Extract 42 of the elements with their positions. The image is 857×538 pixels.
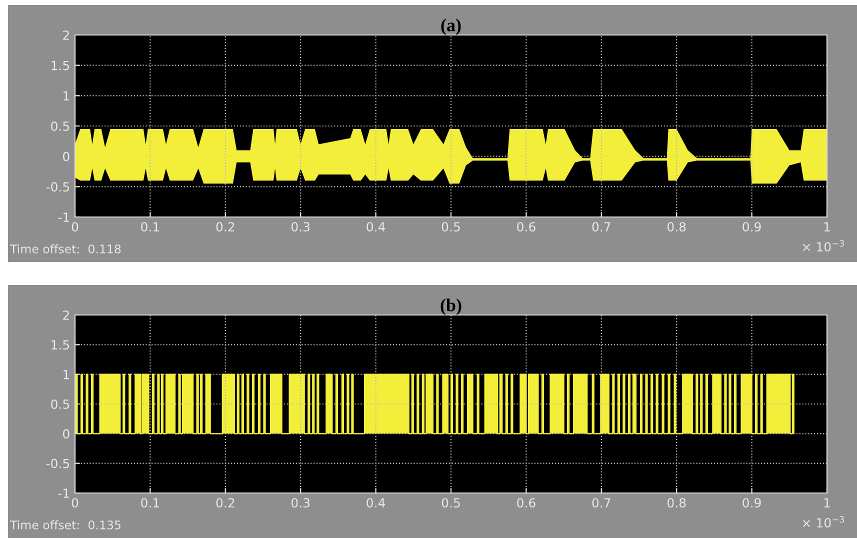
text: Time offset: 0.118 [10,244,121,254]
text: × 10$^{−3}$ [802,516,844,528]
y-tick-label: 0.5 [51,121,70,131]
text: × 10$^{−3}$ [802,240,844,252]
y-tick-label: 0.5 [51,399,70,409]
x-tick-label: 0.6 [517,222,536,232]
x-tick-label: 0.6 [517,498,536,508]
x-tick-label: 0 [72,222,78,232]
y-tick-label: 0 [63,152,70,162]
x-tick-label: 0.1 [141,498,159,508]
chart-title: (b) [440,298,462,315]
x-tick-label: 0.3 [291,222,310,232]
y-tick-label: -1 [58,488,69,498]
x-tick-label: 0.2 [216,222,234,232]
x-tick-label: 1 [824,498,830,508]
x-tick-label: 0.9 [742,498,761,508]
y-tick-label: -0.5 [46,182,70,192]
x-tick-label: 0.8 [667,498,686,508]
x-tick-label: 1 [824,222,830,232]
y-tick-label: 1 [64,91,69,100]
chart-title: (a) [441,18,461,35]
x-tick-label: 0.1 [141,222,159,232]
x-tick-label: 0.4 [366,222,386,232]
y-tick-label: -0.5 [46,458,70,468]
x-tick-label: 0.4 [366,498,386,508]
y-tick-label: 2 [63,30,69,40]
y-tick-label: 0 [63,429,70,439]
x-tick-label: 0.8 [667,222,686,232]
y-tick-label: 1.5 [52,340,70,350]
x-tick-label: 0.5 [442,222,460,232]
x-tick-label: 0 [72,498,78,508]
x-tick-label: 0.3 [291,498,310,508]
y-tick-label: 1.5 [52,60,70,70]
x-tick-label: 0.5 [442,498,460,508]
x-tick-label: 0.7 [592,498,610,508]
text: Time offset: 0.135 [10,520,120,530]
x-tick-label: 0.7 [592,222,610,232]
x-tick-label: 0.2 [216,498,234,508]
x-tick-label: 0.9 [742,222,761,232]
y-tick-label: 2 [63,310,69,320]
y-tick-label: 1 [64,370,69,380]
y-tick-label: -1 [58,212,69,222]
